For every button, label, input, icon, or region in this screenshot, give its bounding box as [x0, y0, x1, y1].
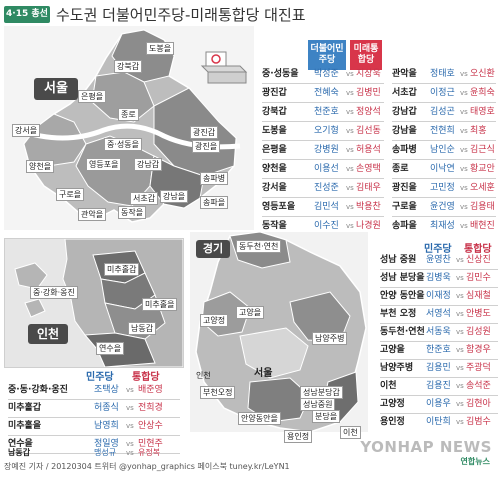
page-title: 수도권 더불어민주당-미래통합당 대진표: [56, 6, 306, 24]
map-label-gwanak-eul: 관악을: [78, 208, 107, 221]
table-row: 안양 동안을 이재정 vs 심재철: [380, 288, 498, 306]
incheon-islands: [14, 262, 48, 318]
yonhap-logo-korean: 연합뉴스: [460, 457, 490, 466]
map-label-gangnam-gap: 강남갑: [134, 158, 163, 171]
table-row: 구로을 윤건영 vs 김용태: [392, 199, 496, 217]
table-row: 강남을 전현희 vs 최홍: [392, 123, 496, 141]
table-row: 광진을 고민정 vs 오세훈: [392, 180, 496, 198]
map-label-yeonsu-eul: 연수을: [96, 342, 125, 355]
table-row: 강남갑 김성곤 vs 태영호: [392, 104, 496, 122]
map-label-namyangju-byeong: 남양주병: [312, 332, 348, 345]
map-label-yongin-jeong: 용인정: [284, 430, 313, 443]
map-label-gangnam-eul: 강남을: [160, 190, 189, 203]
incheon-legend-dem: 민주당: [86, 372, 114, 383]
map-label-dobong-eul: 도봉을: [146, 42, 175, 55]
table-row: 관악을 정태호 vs 오신환: [392, 66, 496, 84]
map-label-namdong-gap: 남동갑: [128, 322, 157, 335]
map-label-icheon: 이천: [340, 426, 361, 439]
legend-unified-header: 미래통합당: [350, 40, 382, 70]
map-label-jung-seongdong-eul: 중·성동을: [104, 138, 142, 151]
map-label-jung-ganghwa-ongjin: 중·강화·옹진: [30, 286, 78, 299]
legend-democratic-header: 더불어민주당: [308, 40, 346, 70]
yonhap-logo: YONHAP NEWS: [360, 438, 492, 456]
map-label-seoul: 서울: [254, 368, 273, 379]
map-label-michuhol-eul: 미추홀을: [142, 298, 178, 311]
map-label-bucheon-ojeong: 부천오정: [200, 386, 236, 399]
map-label-gwangjin-eul: 광진을: [192, 140, 221, 153]
map-label-gangbuk-gap: 강북갑: [114, 60, 143, 73]
table-row: 부천 오정 서영석 vs 안병도: [380, 306, 498, 324]
table-row: 광진갑 전혜숙 vs 김병민: [262, 85, 384, 103]
seoul-tag: 서울: [34, 78, 78, 100]
map-label-dongjak-eul: 동작을: [118, 206, 147, 219]
gyeonggi-tag: 경기: [196, 240, 230, 258]
incheon-legend-uni: 통합당: [132, 372, 160, 383]
table-row: 종로 이낙연 vs 황교안: [392, 161, 496, 179]
election-ribbon: 4·15 총선: [4, 6, 50, 23]
map-label-yeongdeungpo-eul: 영등포을: [86, 158, 122, 171]
table-row: 고양을 한준호 vs 함경우: [380, 342, 498, 360]
table-row: 성남 중원 윤영찬 vs 신상진: [380, 252, 498, 270]
map-label-songpa-eul: 송파을: [200, 196, 229, 209]
table-row: 동작을 이수진 vs 나경원: [262, 221, 381, 231]
table-row: 송파병 남인순 vs 김근식: [392, 142, 496, 160]
map-label-seocho-gap: 서초갑: [130, 192, 159, 205]
map-label-jongno: 종로: [118, 108, 139, 121]
gyeonggi-map: [195, 231, 367, 433]
gyeonggi-seoul-area: [239, 327, 309, 379]
table-row: 송파을 최재성 vs 배현진: [392, 221, 495, 231]
map-label-gwangjin-gap: 광진갑: [190, 126, 219, 139]
map-label-bundang-eul: 분당을: [312, 410, 341, 423]
table-row: 영등포을 김민석 vs 박용찬: [262, 199, 384, 217]
map-label-goyang-eul: 고양을: [236, 306, 265, 319]
map-label-yangcheon-eul: 양천을: [26, 160, 55, 173]
table-row: 서초갑 이정근 vs 윤희숙: [392, 85, 496, 103]
incheon-tag: 인천: [28, 324, 68, 344]
table-row: 성남 분당을 김병욱 vs 김민수: [380, 270, 498, 288]
table-row: 강북갑 천준호 vs 정양석: [262, 104, 384, 122]
table-row: 중·동·강화·옹진 조택상 vs 배준영: [8, 382, 180, 400]
ballot-box-icon: [200, 51, 248, 84]
gyeonggi-district-south: [247, 377, 311, 423]
map-label-gangseo-eul: 강서을: [12, 124, 41, 137]
map-label-michuhol-gap: 미추홀갑: [104, 263, 140, 276]
map-label-dongducheon-yeoncheon: 동두천·연천: [236, 240, 282, 253]
gyeonggi-legend-uni: 통합당: [464, 244, 492, 255]
map-label-goyang-jeong: 고양정: [200, 314, 229, 327]
table-row: 미추홀을 남영희 vs 안상수: [8, 418, 180, 436]
table-row: 남양주병 김용민 vs 주광덕: [380, 360, 498, 378]
table-row: 강서을 진성준 vs 김태우: [262, 180, 384, 198]
table-row: 중·성동을 박성준 vs 지상욱: [262, 66, 384, 84]
table-row: 연수을 정일영 vs 민현주: [8, 436, 180, 454]
table-row: 고양정 이용우 vs 김현아: [380, 396, 498, 414]
map-label-incheon: 인천: [196, 371, 211, 380]
table-row: 남동갑 맹성규 vs 유정복: [8, 448, 161, 457]
table-row: 은평을 강병원 vs 허용석: [262, 142, 384, 160]
map-label-guro-eul: 구로을: [56, 188, 85, 201]
seoul-map: [17, 29, 241, 223]
map-label-anyang-dongan-eul: 안양동안을: [238, 412, 281, 425]
credit-line: 장예진 기자 / 20120304 트위터 @yonhap_graphics 페…: [4, 462, 290, 471]
table-row: 용인정 이탄희 vs 김범수: [380, 417, 491, 427]
gyeonggi-legend-dem: 민주당: [424, 244, 452, 255]
table-row: 미추홀갑 허종식 vs 전희경: [8, 400, 180, 418]
table-row: 양천을 이용선 vs 손영택: [262, 161, 384, 179]
map-label-songpa-byeong: 송파병: [200, 172, 229, 185]
table-row: 이천 김용진 vs 송석준: [380, 378, 498, 396]
table-row: 동두천·연천 서동욱 vs 김성원: [380, 324, 498, 342]
table-row: 도봉을 오기형 vs 김선동: [262, 123, 384, 141]
map-label-seongnam-jungwon: 성남중원: [300, 398, 336, 411]
map-label-eunpyeong-eul: 은평을: [78, 90, 107, 103]
